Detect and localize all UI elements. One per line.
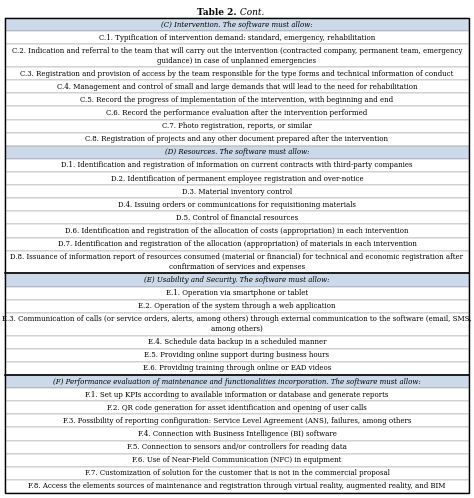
Bar <box>5 159 469 172</box>
Bar <box>5 349 469 362</box>
Text: E.6. Providing training through online or EAD videos: E.6. Providing training through online o… <box>143 365 331 373</box>
Bar <box>5 401 469 414</box>
Text: C.7. Photo registration, reports, or similar: C.7. Photo registration, reports, or sim… <box>162 122 312 130</box>
Bar <box>5 300 469 313</box>
Bar <box>5 185 469 198</box>
Bar <box>5 273 469 286</box>
Text: C.2. Indication and referral to the team that will carry out the intervention (c: C.2. Indication and referral to the team… <box>12 47 462 65</box>
Text: D.2. Identification of permanent employee registration and over-notice: D.2. Identification of permanent employe… <box>111 174 363 183</box>
Text: D.6. Identification and registration of the allocation of costs (appropriation) : D.6. Identification and registration of … <box>65 227 409 235</box>
Bar <box>5 286 469 300</box>
Text: F.1. Set up KPIs according to available information or database and generate rep: F.1. Set up KPIs according to available … <box>85 390 389 398</box>
Text: E.2. Operation of the system through a web application: E.2. Operation of the system through a w… <box>138 302 336 310</box>
Text: F.7. Customization of solution for the customer that is not in the commercial pr: F.7. Customization of solution for the c… <box>84 469 390 477</box>
Text: Table 2.: Table 2. <box>197 8 237 17</box>
Text: C.8. Registration of projects and any other document prepared after the interven: C.8. Registration of projects and any ot… <box>85 135 389 143</box>
Text: F.3. Possibility of reporting configuration: Service Level Agreement (ANS), fail: F.3. Possibility of reporting configurat… <box>63 417 411 425</box>
Bar <box>5 31 469 44</box>
Text: F.5. Connection to sensors and/or controllers for reading data: F.5. Connection to sensors and/or contro… <box>127 443 347 451</box>
Text: E.5. Providing online support during business hours: E.5. Providing online support during bus… <box>145 351 329 359</box>
Text: D.8. Issuance of information report of resources consumed (material or financial: D.8. Issuance of information report of r… <box>10 253 464 271</box>
Bar <box>5 362 469 375</box>
Text: F.6. Use of Near-Field Communication (NFC) in equipment: F.6. Use of Near-Field Communication (NF… <box>132 456 342 464</box>
Bar <box>5 336 469 349</box>
Text: Cont.: Cont. <box>237 8 264 17</box>
Bar <box>5 80 469 93</box>
Text: C.6. Record the performance evaluation after the intervention performed: C.6. Record the performance evaluation a… <box>106 109 368 117</box>
Bar <box>5 238 469 250</box>
Text: D.4. Issuing orders or communications for requisitioning materials: D.4. Issuing orders or communications fo… <box>118 201 356 209</box>
Text: C.4. Management and control of small and large demands that will lead to the nee: C.4. Management and control of small and… <box>57 83 417 91</box>
Text: C.3. Registration and provision of access by the team responsible for the type f: C.3. Registration and provision of acces… <box>20 70 454 78</box>
Bar <box>5 250 469 273</box>
Bar <box>5 427 469 441</box>
Bar <box>5 44 469 67</box>
Bar <box>5 388 469 401</box>
Bar <box>5 375 469 388</box>
Text: C.1. Typification of intervention demand: standard, emergency, rehabilitation: C.1. Typification of intervention demand… <box>99 34 375 42</box>
Text: F.8. Access the elements sources of maintenance and registration through virtual: F.8. Access the elements sources of main… <box>28 483 446 491</box>
Text: (E) Usability and Security. The software must allow:: (E) Usability and Security. The software… <box>144 276 330 284</box>
Text: F.2. QR code generation for asset identification and opening of user calls: F.2. QR code generation for asset identi… <box>107 404 367 412</box>
Bar <box>5 467 469 480</box>
Text: E.3. Communication of calls (or service orders, alerts, among others) through ex: E.3. Communication of calls (or service … <box>2 315 472 333</box>
Bar <box>5 414 469 427</box>
Bar <box>5 132 469 146</box>
Bar <box>5 67 469 80</box>
Bar <box>5 225 469 238</box>
Text: C.5. Record the progress of implementation of the intervention, with beginning a: C.5. Record the progress of implementati… <box>81 96 393 104</box>
Bar <box>5 198 469 211</box>
Bar <box>5 18 469 31</box>
Text: D.5. Control of financial resources: D.5. Control of financial resources <box>176 214 298 222</box>
Bar <box>5 107 469 120</box>
Text: E.4. Schedule data backup in a scheduled manner: E.4. Schedule data backup in a scheduled… <box>148 338 326 346</box>
Bar <box>5 480 469 493</box>
Text: (D) Resources. The software must allow:: (D) Resources. The software must allow: <box>165 148 309 156</box>
Text: (C) Intervention. The software must allow:: (C) Intervention. The software must allo… <box>161 20 313 28</box>
Bar <box>5 211 469 225</box>
Bar <box>5 120 469 132</box>
Bar <box>5 454 469 467</box>
Text: D.3. Material inventory control: D.3. Material inventory control <box>182 188 292 196</box>
Bar <box>5 441 469 454</box>
Bar <box>5 172 469 185</box>
Bar <box>5 93 469 107</box>
Text: F.4. Connection with Business Intelligence (BI) software: F.4. Connection with Business Intelligen… <box>137 430 337 438</box>
Bar <box>5 146 469 159</box>
Bar <box>5 313 469 336</box>
Text: (F) Performance evaluation of maintenance and functionalities incorporation. The: (F) Performance evaluation of maintenanc… <box>53 377 421 385</box>
Text: D.7. Identification and registration of the allocation (appropriation) of materi: D.7. Identification and registration of … <box>57 240 417 248</box>
Text: D.1. Identification and registration of information on current contracts with th: D.1. Identification and registration of … <box>61 161 413 169</box>
Text: E.1. Operation via smartphone or tablet: E.1. Operation via smartphone or tablet <box>166 289 308 297</box>
